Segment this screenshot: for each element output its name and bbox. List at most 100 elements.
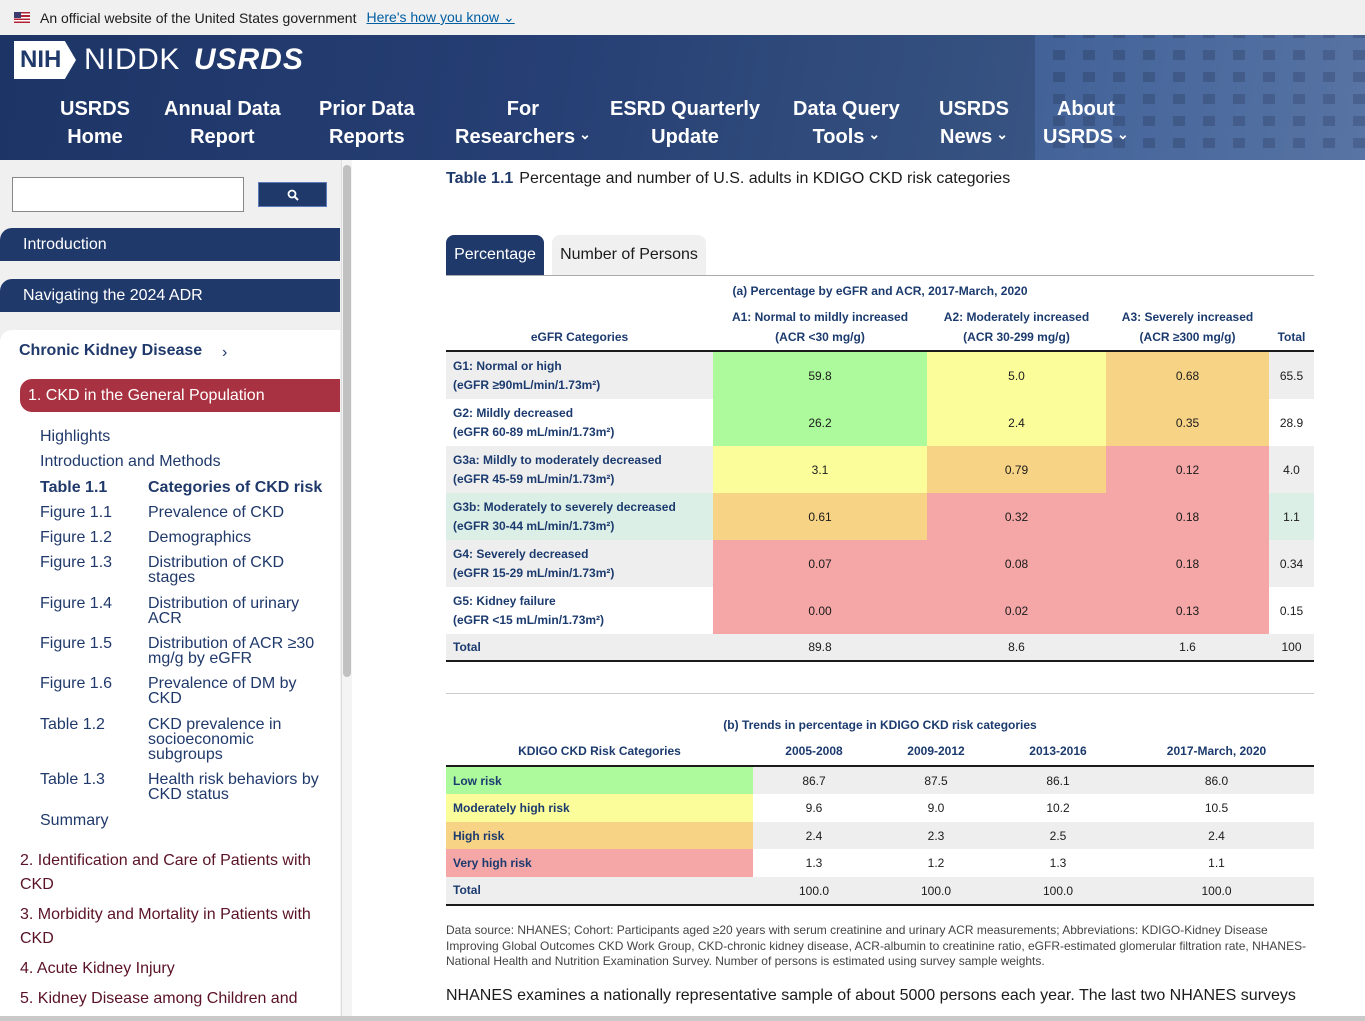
sidebar-link-id[interactable]: Figure 1.4: [40, 595, 113, 612]
table-a-total-label: Total: [446, 634, 713, 660]
nav-item-line1: About: [1056, 98, 1115, 120]
tab-number-of-persons[interactable]: Number of Persons: [552, 235, 706, 275]
nav-item-1[interactable]: Annual Data Report: [164, 95, 281, 151]
how-you-know-link[interactable]: Here's how you know ⌄: [366, 9, 515, 25]
sidebar-link-5[interactable]: Distribution of CKD stages: [148, 554, 285, 586]
sidebar-link-11[interactable]: Summary: [40, 812, 109, 829]
table-a-row-total: 28.9: [1269, 399, 1314, 446]
sidebar-link-id[interactable]: Figure 1.2: [40, 529, 113, 546]
nav-item-0[interactable]: USRDS Home: [60, 95, 130, 151]
table-a-cell: 2.4: [927, 399, 1106, 446]
table-a-cell: 0.61: [713, 493, 927, 540]
table-b-cell: 1.2: [875, 849, 997, 877]
sidebar-link-9[interactable]: CKD prevalence in socioeconomic subgroup…: [148, 716, 282, 763]
search-input[interactable]: [12, 177, 244, 212]
table-a-cell: 5.0: [927, 352, 1106, 399]
table-b-cell: 2.3: [875, 822, 997, 850]
table-a-cell: 0.32: [927, 493, 1106, 540]
table-b-cell: 1.3: [753, 849, 875, 877]
header-background-image: [1035, 35, 1365, 160]
nav-item-3[interactable]: For Researchers ⌄: [455, 95, 591, 152]
risk-category-label: Moderately high risk: [446, 794, 753, 822]
egfr-row-title: G3b: Moderately to severely decreased: [453, 499, 676, 514]
egfr-row-range: (eGFR 45-59 mL/min/1.73m²): [453, 471, 615, 486]
chevron-right-icon[interactable]: ›: [222, 344, 228, 361]
sidebar-chapter-5[interactable]: 5. Kidney Disease among Children and: [20, 990, 298, 1007]
sidebar-link-id[interactable]: Table 1.2: [40, 716, 105, 733]
egfr-row-title: G5: Kidney failure: [453, 593, 556, 608]
sidebar-link-0[interactable]: Highlights: [40, 428, 111, 445]
table-a-cell: 0.35: [1106, 399, 1269, 446]
table-b-cell: 2.4: [1119, 822, 1314, 850]
sidebar-chapter-4[interactable]: 4. Acute Kidney Injury: [20, 960, 175, 977]
bottom-edge: [0, 1016, 1365, 1021]
table-b-cell: 86.0: [1119, 767, 1314, 795]
table-b-cell: 9.6: [753, 794, 875, 822]
search-button[interactable]: [258, 182, 327, 207]
ckd-section-heading[interactable]: Chronic Kidney Disease: [19, 342, 203, 359]
table-a-row-total: 4.0: [1269, 446, 1314, 493]
tab-divider: [446, 275, 1314, 276]
sidebar-chapter-2[interactable]: 2. Identification and Care of Patients w…: [20, 852, 311, 893]
sidebar-item-navigating[interactable]: Navigating the 2024 ADR: [0, 279, 340, 312]
sidebar-link-id[interactable]: Figure 1.1: [40, 504, 113, 521]
nav-item-6[interactable]: USRDS News ⌄: [939, 95, 1009, 152]
nav-item-line2: Researchers ⌄: [455, 126, 591, 148]
nav-item-7[interactable]: About USRDS ⌄: [1043, 95, 1129, 152]
sidebar-item-introduction[interactable]: Introduction: [0, 228, 340, 261]
sidebar-link-id[interactable]: Figure 1.3: [40, 554, 113, 571]
sidebar-link-6[interactable]: Distribution of urinary ACR: [148, 595, 300, 627]
sidebar-chapter-1-active[interactable]: 1. CKD in the General Population: [20, 379, 340, 412]
nav-item-line1: For: [506, 98, 540, 120]
table-b-cell: 9.0: [875, 794, 997, 822]
sidebar-link-1[interactable]: Introduction and Methods: [40, 453, 221, 470]
sidebar-link-2[interactable]: Categories of CKD risk: [148, 479, 323, 496]
body-paragraph: NHANES examines a nationally representat…: [446, 987, 1296, 1004]
table-b-total-label: Total: [446, 877, 753, 904]
nav-item-line2: Report: [190, 126, 255, 148]
table-b-cell: 10.5: [1119, 794, 1314, 822]
chevron-down-icon: ⌄: [868, 126, 881, 142]
sidebar-link-id[interactable]: Figure 1.5: [40, 635, 113, 652]
egfr-row-range: (eGFR 30-44 mL/min/1.73m²): [453, 518, 615, 533]
sidebar-link-id[interactable]: Table 1.3: [40, 771, 105, 788]
egfr-row-title: G4: Severely decreased: [453, 546, 589, 561]
sidebar-link-id[interactable]: Figure 1.6: [40, 675, 113, 692]
section-divider: [446, 693, 1314, 694]
sidebar-scroll-thumb[interactable]: [343, 165, 351, 677]
tab-percentage[interactable]: Percentage: [446, 235, 544, 275]
chevron-down-icon: ⌄: [996, 126, 1008, 142]
site-header: NIH NIDDK USRDS USRDS Home Annual Data Repo…: [0, 35, 1365, 160]
table-a-header-a1: A1: Normal to mildly increased (ACR <30 m…: [731, 310, 909, 344]
nav-item-line2: Home: [67, 126, 123, 148]
table-notes: Data source: NHANES; Cohort: Participant…: [446, 923, 1307, 968]
nav-item-line1: USRDS: [939, 98, 1010, 120]
table-a-header-a3: A3: Severely increased (ACR ≥300 mg/g): [1121, 310, 1254, 344]
table-a-cell: 0.07: [713, 540, 927, 587]
egfr-row-title: G2: Mildly decreased: [453, 405, 574, 420]
table-a-total-cell: 89.8: [713, 634, 927, 660]
sidebar-link-8[interactable]: Prevalence of DM by CKD: [148, 675, 297, 707]
nav-item-2[interactable]: Prior Data Reports: [319, 95, 415, 151]
sidebar-link-3[interactable]: Prevalence of CKD: [148, 504, 285, 521]
egfr-row-title: G1: Normal or high: [453, 358, 562, 373]
egfr-row-label: G5: Kidney failure (eGFR <15 mL/min/1.73m…: [446, 587, 713, 634]
table-a-caption: (a) Percentage by eGFR and ACR, 2017-Mar…: [732, 284, 1028, 298]
sidebar-link-4[interactable]: Demographics: [148, 529, 252, 546]
egfr-row-label: G4: Severely decreased (eGFR 15-29 mL/min…: [446, 540, 713, 587]
table-a-cell: 26.2: [713, 399, 927, 446]
egfr-row-range: (eGFR 60-89 mL/min/1.73m²): [453, 424, 615, 439]
egfr-row-label: G2: Mildly decreased (eGFR 60-89 mL/min/1…: [446, 399, 713, 446]
sidebar-chapter-3[interactable]: 3. Morbidity and Mortality in Patients w…: [20, 906, 311, 947]
nav-item-5[interactable]: Data Query Tools ⌄: [793, 95, 900, 152]
nav-item-4[interactable]: ESRD Quarterly Update: [610, 95, 760, 151]
site-logo[interactable]: NIH NIDDK USRDS: [14, 40, 304, 80]
chevron-down-icon: ⌄: [1117, 126, 1129, 142]
table-b-header-rule: [446, 765, 1314, 767]
gov-banner-text: An official website of the United States…: [40, 9, 357, 26]
table-b-caption: (b) Trends in percentage in KDIGO CKD ri…: [723, 718, 1037, 732]
sidebar-link-7[interactable]: Distribution of ACR ≥30 mg/g by eGFR: [148, 635, 315, 667]
sidebar-link-id[interactable]: Table 1.1: [40, 479, 108, 496]
table-b-cell: 86.7: [753, 767, 875, 795]
sidebar-link-10[interactable]: Health risk behaviors by CKD status: [148, 771, 319, 803]
